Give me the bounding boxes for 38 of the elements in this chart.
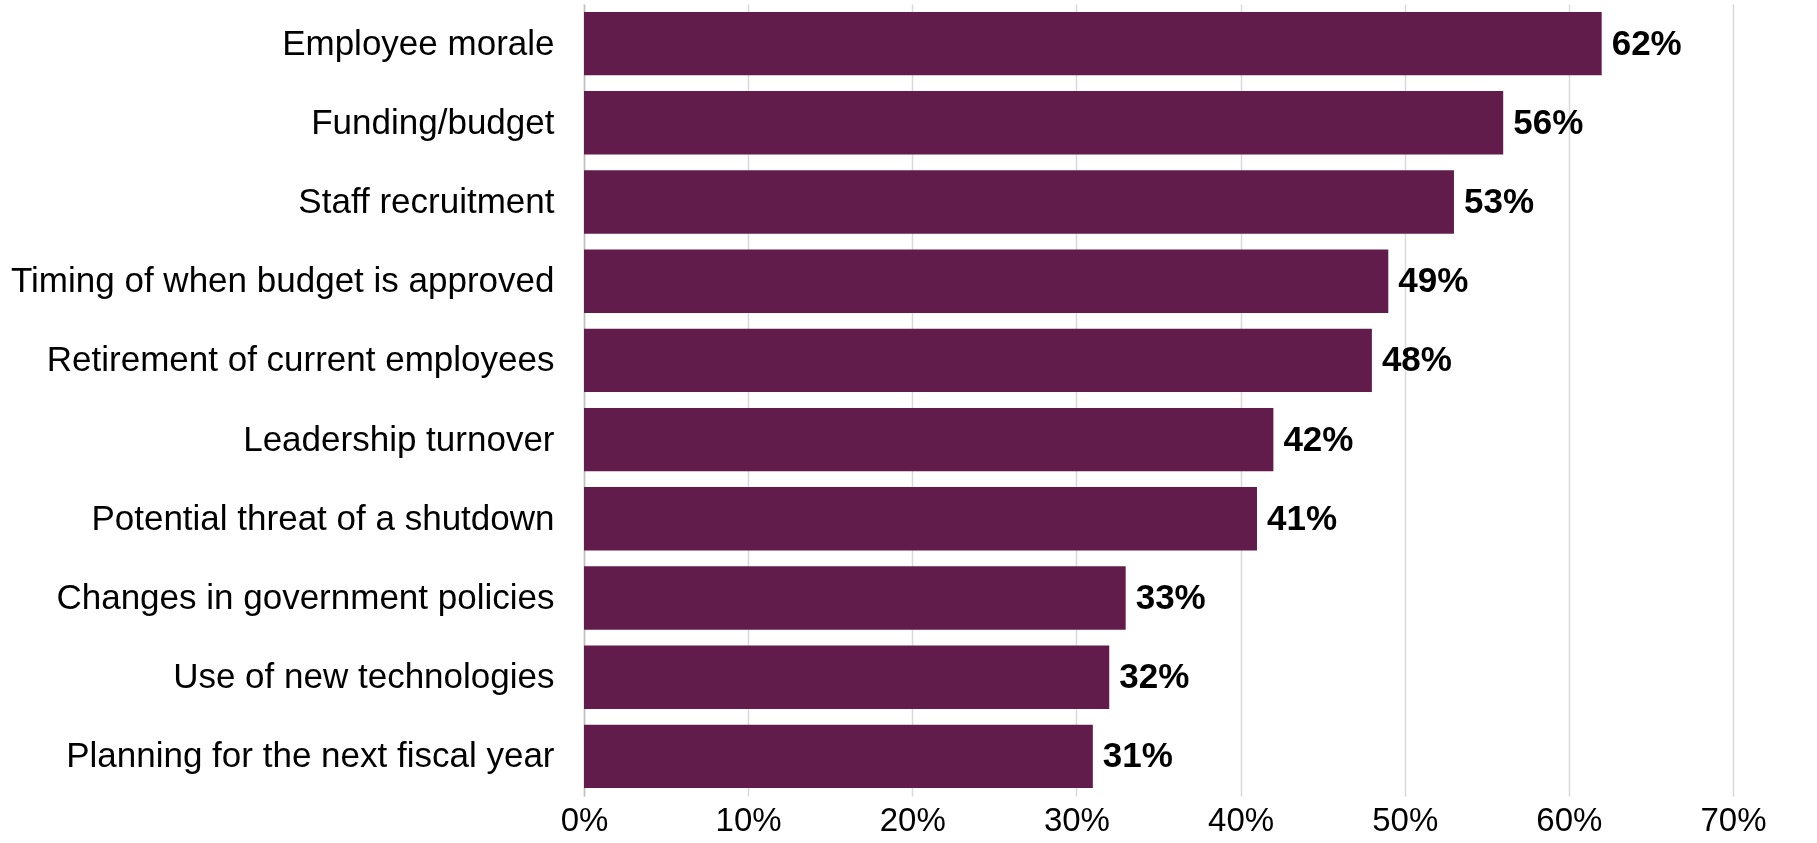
- data-label: 56%: [1513, 101, 1584, 141]
- bar: [584, 724, 1093, 789]
- x-tick-label: 60%: [1536, 800, 1603, 838]
- x-tick-label: 20%: [879, 800, 946, 838]
- bar: [584, 407, 1274, 472]
- y-tick-label: Use of new technologies: [173, 656, 555, 696]
- y-tick-label: Changes in government policies: [56, 577, 555, 616]
- x-tick-label: 40%: [1208, 800, 1275, 838]
- bar: [584, 645, 1110, 709]
- y-tick-label: Leadership turnover: [243, 418, 555, 458]
- bar: [584, 487, 1257, 551]
- x-tick-label: 50%: [1372, 800, 1439, 838]
- data-label: 53%: [1463, 181, 1535, 220]
- bar: [584, 566, 1126, 630]
- data-label: 33%: [1135, 577, 1206, 616]
- data-label: 42%: [1283, 418, 1354, 458]
- data-label: 31%: [1102, 735, 1173, 775]
- data-label: 62%: [1611, 22, 1682, 62]
- y-tick-label: Funding/budget: [311, 101, 555, 141]
- data-label: 32%: [1119, 656, 1190, 696]
- bar: [584, 170, 1454, 234]
- bar: [584, 11, 1602, 76]
- data-label: 49%: [1398, 260, 1469, 300]
- bar: [584, 328, 1372, 393]
- y-tick-label: Potential threat of a shutdown: [91, 497, 555, 537]
- x-tick-label: 70%: [1700, 800, 1767, 838]
- y-tick-label: Timing of when budget is approved: [11, 260, 555, 300]
- data-label: 41%: [1266, 497, 1338, 537]
- data-label: 48%: [1381, 339, 1452, 379]
- x-tick-label: 0%: [560, 800, 609, 838]
- bar: [584, 91, 1504, 155]
- x-tick-label: 10%: [715, 800, 782, 838]
- y-tick-label: Retirement of current employees: [46, 339, 555, 379]
- y-tick-label: Employee morale: [282, 22, 555, 62]
- y-tick-label: Planning for the next fiscal year: [66, 735, 555, 775]
- bar: [584, 249, 1389, 313]
- y-tick-label: Staff recruitment: [298, 181, 555, 220]
- x-tick-label: 30%: [1043, 800, 1110, 838]
